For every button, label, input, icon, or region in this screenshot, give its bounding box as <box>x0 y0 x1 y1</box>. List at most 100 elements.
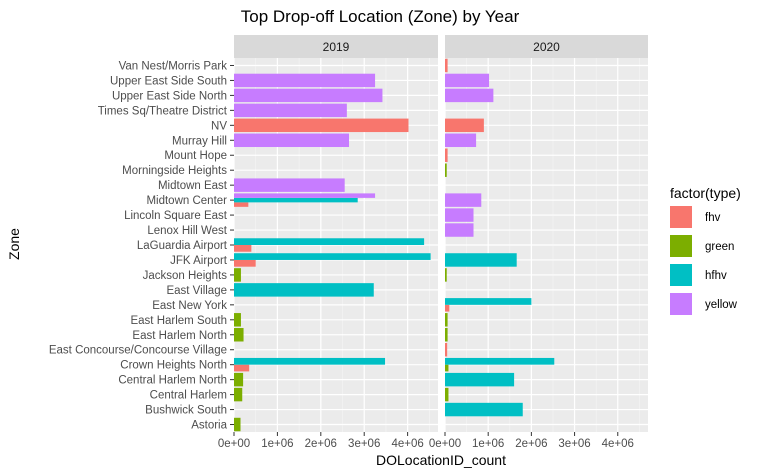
bar-2020-hfhv <box>445 298 532 305</box>
bar-2019-yellow <box>234 193 376 198</box>
y-tick-label: Van Nest/Morris Park <box>119 60 228 72</box>
y-tick-label: Upper East Side North <box>112 90 227 102</box>
x-axis-label: DOLocationID_count <box>376 452 506 468</box>
bar-2020-fhv <box>445 148 448 162</box>
bar-2019-hfhv <box>234 357 386 365</box>
y-tick-label: Morningside Heights <box>122 165 227 177</box>
bar-2019-yellow <box>234 103 347 118</box>
chart-title: Top Drop-off Location (Zone) by Year <box>241 7 520 26</box>
x-tick-label: 3e+06 <box>558 438 590 450</box>
x-tick-label: 0e+00 <box>218 438 250 450</box>
bar-2019-green <box>234 372 244 387</box>
bar-2020-fhv <box>445 304 450 312</box>
bar-2020-yellow <box>445 88 494 103</box>
bar-2019-yellow <box>234 73 376 88</box>
facet-strip-label: 2019 <box>323 40 350 54</box>
facet-strip-label: 2020 <box>533 40 560 54</box>
bar-2019-hfhv <box>234 283 374 297</box>
bar-2019-green <box>234 328 244 342</box>
x-tick-label: 1e+06 <box>472 438 504 450</box>
x-axis: 0e+00 1e+06 2e+06 3e+06 4e+06 0e+00 1e+06 2e+06… <box>218 432 634 450</box>
x-tick-label: 3e+06 <box>348 438 380 450</box>
y-axis: Van Nest/Morris Park Upper East Side Sout… <box>49 60 234 432</box>
bar-2020-green <box>445 387 449 402</box>
bar-2020-green <box>445 313 448 327</box>
bar-2019-fhv <box>234 118 409 133</box>
y-tick-label: LaGuardia Airport <box>137 240 228 252</box>
y-tick-label: Jackson Heights <box>143 270 228 282</box>
legend-title: factor(type) <box>670 185 741 201</box>
facet-panel-2019: 2019 <box>233 35 438 432</box>
bar-2020-fhv <box>445 118 484 133</box>
x-tick-label: 4e+06 <box>391 438 423 450</box>
y-tick-label: Crown Heights North <box>120 360 227 372</box>
legend-label-hfhv: hfhv <box>705 270 727 282</box>
bar-2020-yellow <box>445 193 482 207</box>
bar-2019-yellow <box>234 178 345 192</box>
y-tick-label: East New York <box>152 300 227 312</box>
x-tick-label: 1e+06 <box>261 438 293 450</box>
bar-2019-green <box>234 387 243 402</box>
x-tick-label: 0e+00 <box>429 438 461 450</box>
legend-label-yellow: yellow <box>705 299 738 311</box>
facet-panel-2020: 2020 <box>444 35 648 432</box>
bar-2019-green <box>234 268 241 282</box>
y-tick-label: East Concourse/Concourse Village <box>49 345 227 357</box>
y-tick-label: JFK Airport <box>170 255 228 267</box>
x-tick-label: 2e+06 <box>515 438 547 450</box>
bar-2020-green <box>445 364 449 372</box>
facet-strip <box>234 35 438 58</box>
facet-panels: 2019 2020 <box>233 35 648 432</box>
y-axis-label: Zone <box>6 228 22 260</box>
bar-2019-yellow <box>234 88 383 103</box>
y-tick-label: NV <box>211 120 227 132</box>
bar-2020-green <box>445 268 447 282</box>
y-tick-label: Mount Hope <box>164 150 227 162</box>
facet-strip <box>445 35 648 58</box>
y-tick-label: Midtown Center <box>146 195 227 207</box>
bar-2019-fhv <box>234 364 250 372</box>
bar-2020-hfhv <box>445 253 517 267</box>
bar-2019-fhv <box>234 245 252 252</box>
bar-2019-green <box>234 313 241 327</box>
x-tick-label: 4e+06 <box>602 438 634 450</box>
x-tick-label: 2e+06 <box>305 438 337 450</box>
y-tick-label: Times Sq/Theatre District <box>98 105 228 117</box>
y-tick-label: Astoria <box>191 420 227 432</box>
bar-2020-green <box>445 163 447 177</box>
bar-2019-hfhv <box>234 253 431 260</box>
bar-2020-yellow <box>445 208 474 222</box>
legend-key-green <box>670 235 692 257</box>
legend-key-hfhv <box>670 264 692 286</box>
y-tick-label: Central Harlem North <box>118 375 227 387</box>
bar-2020-hfhv <box>445 357 555 365</box>
legend-key-fhv <box>670 206 692 228</box>
bar-2019-fhv <box>234 259 256 267</box>
bar-2020-hfhv <box>445 372 515 387</box>
bar-2019-fhv <box>234 202 249 207</box>
bar-2020-green <box>445 328 448 342</box>
bar-2020-yellow <box>445 133 477 148</box>
bar-2019-yellow <box>234 133 350 148</box>
bar-2019-hfhv <box>234 197 358 203</box>
bar-2020-yellow <box>445 223 474 237</box>
bar-2020-hfhv <box>445 402 523 417</box>
y-tick-label: East Harlem South <box>130 315 227 327</box>
y-tick-label: East Village <box>166 285 227 297</box>
legend-label-fhv: fhv <box>705 212 721 224</box>
legend-key-yellow <box>670 293 692 315</box>
bar-2019-hfhv <box>234 238 425 245</box>
y-tick-label: Bushwick South <box>145 405 227 417</box>
y-tick-label: East Harlem North <box>132 330 227 342</box>
legend-label-green: green <box>705 241 734 253</box>
y-tick-label: Murray Hill <box>172 135 227 147</box>
y-tick-label: Midtown East <box>158 180 228 192</box>
y-tick-label: Lincoln Square East <box>124 210 228 222</box>
bar-2020-yellow <box>445 73 490 88</box>
y-tick-label: Central Harlem <box>150 390 227 402</box>
y-tick-label: Upper East Side South <box>110 75 227 87</box>
bar-2019-green <box>234 417 241 432</box>
legend: factor(type) fhv green hfhv yellow <box>670 185 741 315</box>
y-tick-label: Lenox Hill West <box>147 225 227 237</box>
